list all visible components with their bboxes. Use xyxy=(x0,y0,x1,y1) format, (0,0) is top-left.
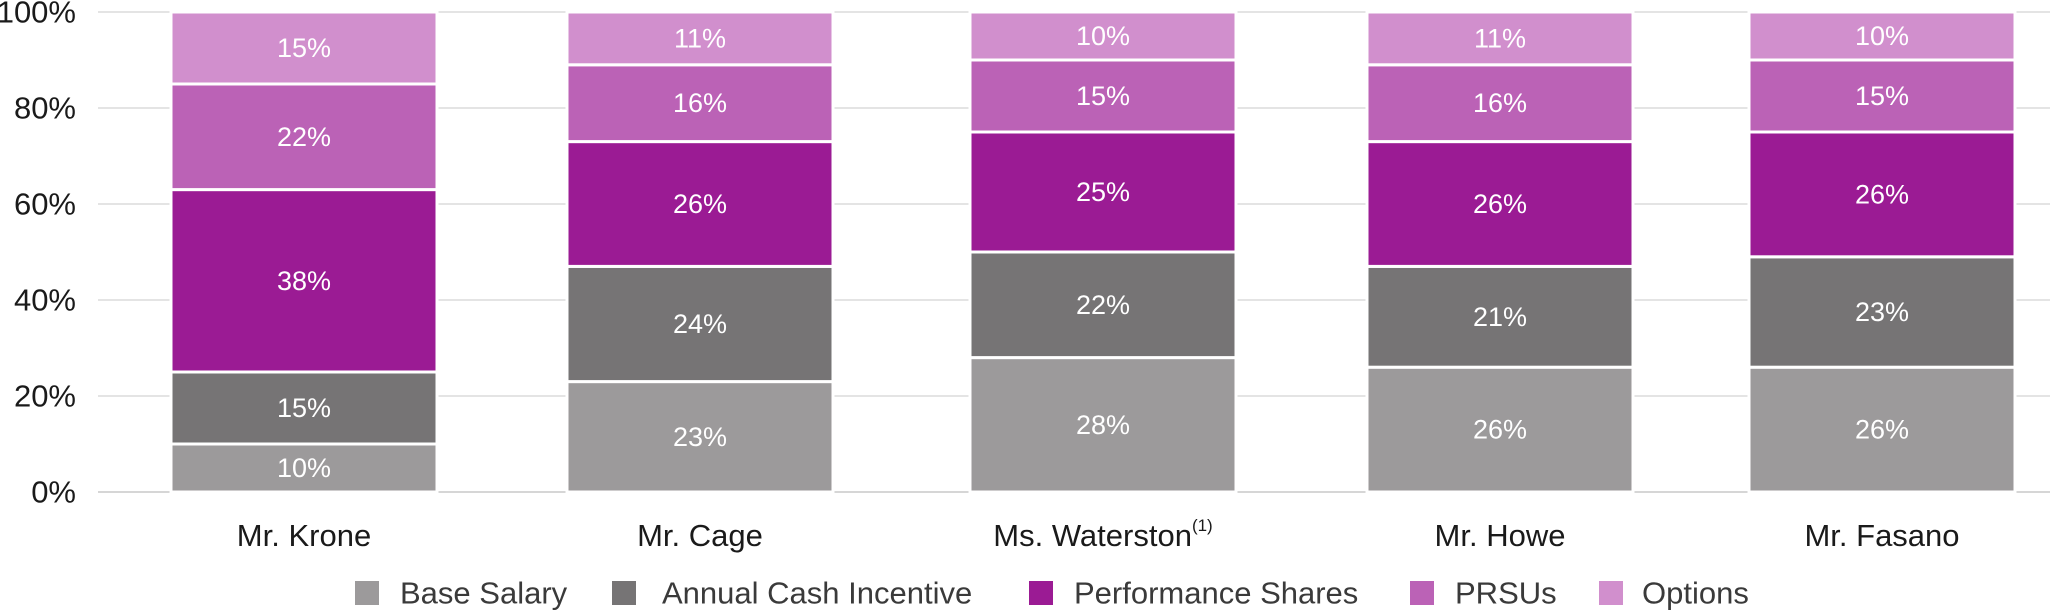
bar-segment xyxy=(565,140,835,268)
segment-value-label: 15% xyxy=(1076,81,1130,111)
bar-segment xyxy=(968,10,1238,62)
bar-segment xyxy=(968,58,1238,134)
segment-value-label: 22% xyxy=(1076,290,1130,320)
segment-value-label: 23% xyxy=(673,422,727,452)
y-tick-label: 100% xyxy=(0,0,76,30)
legend-label: Performance Shares xyxy=(1074,576,1358,611)
y-tick-label: 0% xyxy=(31,475,76,510)
legend-label: Annual Cash Incentive xyxy=(662,576,972,611)
legend-swatch xyxy=(1029,581,1053,605)
category-label: Ms. Waterston(1) xyxy=(993,516,1212,553)
legend-swatch xyxy=(612,581,636,605)
bar-segment xyxy=(1747,365,2017,494)
bar-segment xyxy=(565,10,835,67)
bar-segment xyxy=(1365,264,1635,369)
bar-segment xyxy=(1747,10,2017,62)
segment-value-label: 26% xyxy=(1473,189,1527,219)
category-footnote-marker: (1) xyxy=(1192,516,1213,535)
segment-value-label: 26% xyxy=(1855,415,1909,445)
segment-value-label: 38% xyxy=(277,266,331,296)
legend-label: Options xyxy=(1642,576,1749,611)
category-label: Mr. Cage xyxy=(637,518,763,553)
segment-value-label: 23% xyxy=(1855,297,1909,327)
y-axis-tick-labels: 0% 20% 40% 60% 80% 100% xyxy=(0,0,76,510)
segment-value-label: 10% xyxy=(277,453,331,483)
bar-segment xyxy=(565,380,835,494)
segment-value-label: 22% xyxy=(277,122,331,152)
segment-value-label: 15% xyxy=(1855,81,1909,111)
segment-value-label: 26% xyxy=(1473,415,1527,445)
segment-value-label: 16% xyxy=(673,88,727,118)
y-tick-label: 40% xyxy=(14,283,76,318)
legend: Base Salary Annual Cash Incentive Performa… xyxy=(355,576,1749,611)
y-tick-label: 20% xyxy=(14,379,76,414)
segment-value-label: 16% xyxy=(1473,88,1527,118)
x-axis-category-labels: Mr. Krone Mr. Cage Ms. Waterston(1) Mr. How… xyxy=(237,516,1960,553)
bar-segment xyxy=(169,188,439,374)
legend-label: PRSUs xyxy=(1455,576,1557,611)
bar-segment xyxy=(169,370,439,446)
bar-segment xyxy=(1365,365,1635,494)
category-label: Mr. Fasano xyxy=(1804,518,1959,553)
segment-value-label: 25% xyxy=(1076,177,1130,207)
segment-value-label: 26% xyxy=(1855,179,1909,209)
segment-value-label: 15% xyxy=(277,33,331,63)
segment-value-label: 26% xyxy=(673,189,727,219)
segment-value-label: 11% xyxy=(1474,23,1526,53)
category-label: Mr. Howe xyxy=(1435,518,1566,553)
bar-segments xyxy=(169,10,2017,494)
bar-segment xyxy=(565,264,835,384)
bar-segment xyxy=(1747,130,2017,259)
segment-value-label: 15% xyxy=(277,393,331,423)
segment-value-label: 10% xyxy=(1855,21,1909,51)
bar-segment xyxy=(1365,10,1635,67)
bar-segment xyxy=(1365,63,1635,144)
segment-value-label: 28% xyxy=(1076,410,1130,440)
segment-value-label: 21% xyxy=(1473,302,1527,332)
legend-swatch xyxy=(1410,581,1434,605)
y-tick-label: 60% xyxy=(14,187,76,222)
segment-value-label: 10% xyxy=(1076,21,1130,51)
bar-segment xyxy=(968,130,1238,254)
segment-value-label: 11% xyxy=(674,23,726,53)
bar-segment xyxy=(1747,255,2017,369)
bar-segment xyxy=(169,10,439,86)
segment-value-label: 24% xyxy=(673,309,727,339)
legend-swatch xyxy=(355,581,379,605)
legend-swatch xyxy=(1599,581,1623,605)
legend-label: Base Salary xyxy=(400,576,568,611)
category-label: Mr. Krone xyxy=(237,518,371,553)
bar-segment xyxy=(968,356,1238,494)
segment-data-labels: 10% 15% 38% 22% 15% 23% 24% 26% 16% 11% 28% 22% 25% 1… xyxy=(277,21,1909,483)
y-tick-label: 80% xyxy=(14,91,76,126)
